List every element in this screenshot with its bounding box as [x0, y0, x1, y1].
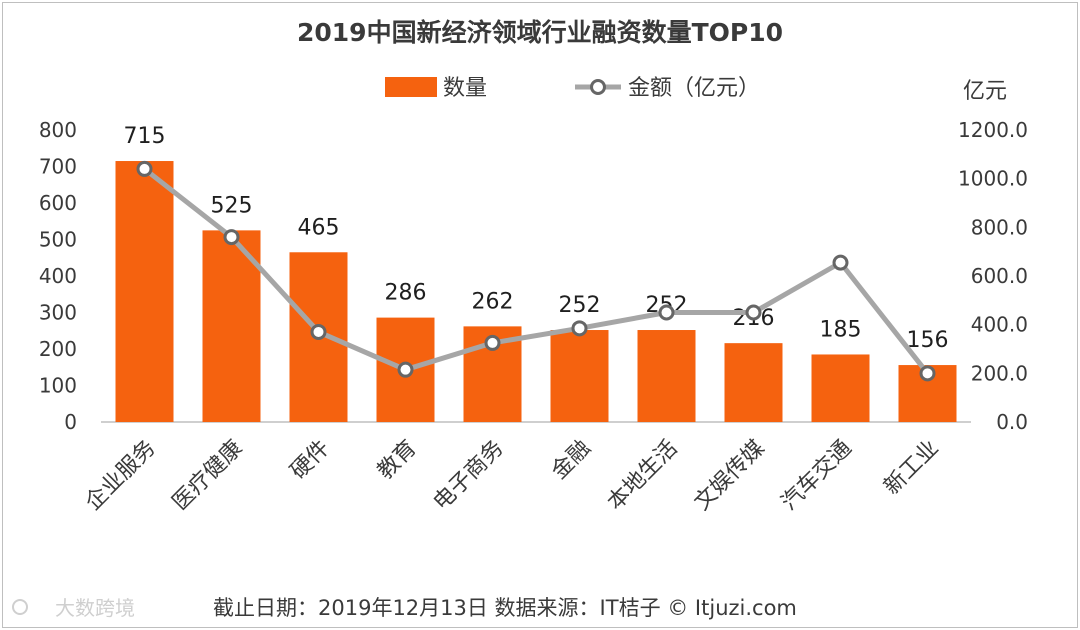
bar [202, 230, 261, 422]
left-tick-label: 0 [64, 410, 77, 434]
right-tick-label: 600.0 [971, 264, 1028, 288]
legend-bar-label: 数量 [443, 76, 487, 101]
left-tick-label: 700 [39, 155, 77, 179]
category-labels: 企业服务 医疗健康 硬件 教育 电子商务 金融 本地生活 文娱传媒 汽车交通 新工业 [81, 436, 944, 516]
bar [115, 161, 174, 422]
footer-source: 截止日期：2019年12月13日 数据来源：IT桔子 © Itjuzi.com [213, 596, 797, 620]
right-tick-label: 400.0 [971, 313, 1028, 337]
legend-line-marker [590, 79, 606, 95]
category-label: 新工业 [879, 436, 943, 500]
chart-title: 2019中国新经济领域行业融资数量TOP10 [297, 18, 783, 47]
right-tick-label: 800.0 [971, 215, 1028, 239]
left-tick-label: 200 [39, 337, 77, 361]
category-label: 教育 [373, 436, 422, 485]
line-point [310, 323, 327, 340]
right-tick-label: 1000.0 [958, 167, 1028, 191]
category-label: 汽车交通 [777, 436, 857, 516]
combo-chart: 2019中国新经济领域行业融资数量TOP10 数量 金额（亿元） 亿元 0 100… [12, 18, 1028, 620]
line-point [484, 334, 501, 351]
category-label: 电子商务 [429, 436, 509, 516]
left-tick-label: 100 [39, 374, 77, 398]
watermark-text: 大数跨境 [55, 596, 135, 620]
line-point [919, 365, 936, 382]
line-series [136, 160, 936, 382]
bar-data-label: 252 [559, 293, 601, 318]
left-axis: 0 100 200 300 400 500 600 700 800 [39, 118, 77, 434]
category-label: 本地生活 [603, 436, 683, 516]
line-point [223, 229, 240, 246]
bar [550, 330, 609, 422]
bar-data-label: 156 [907, 328, 949, 353]
right-axis-unit: 亿元 [963, 79, 1007, 104]
bar [811, 354, 870, 422]
line-point [571, 320, 588, 337]
bar-data-label: 262 [472, 289, 514, 314]
bar-data-label: 286 [385, 281, 427, 306]
right-tick-label: 200.0 [971, 361, 1028, 385]
line-point [397, 361, 414, 378]
watermark-logo-icon [12, 599, 28, 615]
line-point [136, 160, 153, 177]
left-tick-label: 500 [39, 228, 77, 252]
category-label: 金融 [547, 436, 596, 485]
bar-data-label: 715 [124, 124, 166, 149]
bar [724, 343, 783, 422]
watermark: 大数跨境 [12, 596, 135, 620]
category-label: 硬件 [286, 436, 335, 485]
bar-data-labels: 715525465286262252252216185156 [124, 124, 949, 353]
left-tick-label: 600 [39, 191, 77, 215]
left-tick-label: 300 [39, 301, 77, 325]
right-tick-label: 1200.0 [958, 118, 1028, 142]
legend-bar-swatch [385, 77, 437, 97]
bar-data-label: 525 [211, 193, 253, 218]
amount-line [142, 166, 930, 375]
right-axis: 0.0 200.0 400.0 600.0 800.0 1000.0 1200.0 [958, 118, 1028, 434]
left-tick-label: 400 [39, 264, 77, 288]
line-point [658, 304, 675, 321]
bar-data-label: 185 [820, 317, 862, 342]
category-label: 企业服务 [81, 436, 161, 516]
right-tick-label: 0.0 [996, 410, 1028, 434]
category-label: 医疗健康 [168, 436, 248, 516]
legend-line-label: 金额（亿元） [628, 76, 760, 101]
line-point [832, 254, 849, 271]
line-point [745, 304, 762, 321]
bar [637, 330, 696, 422]
legend: 数量 金额（亿元） [385, 76, 760, 101]
bar-data-label: 465 [298, 215, 340, 240]
category-label: 文娱传媒 [690, 436, 770, 516]
left-tick-label: 800 [39, 118, 77, 142]
